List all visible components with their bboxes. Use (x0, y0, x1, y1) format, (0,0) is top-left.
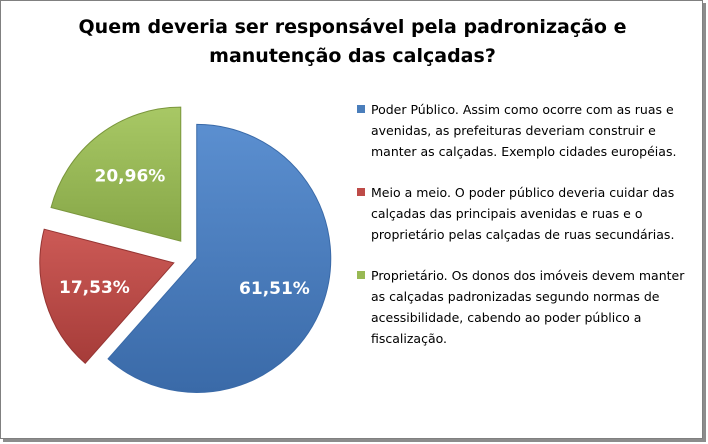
pie-data-labels: 61,51% 17,53% 20,96% (59, 166, 310, 298)
legend-item-meio-a-meio: Meio a meio. O poder público deveria cui… (357, 182, 687, 245)
pie-slice-poder-publico (107, 123, 332, 393)
legend-label-poder-publico: Poder Público. Assim como ocorre com as … (371, 102, 677, 159)
chart-title: Quem deveria ser responsável pela padron… (1, 13, 704, 71)
legend-swatch-poder-publico (357, 105, 365, 113)
legend-swatch-meio-a-meio (357, 188, 365, 196)
pie-slice-proprietario (50, 106, 182, 242)
data-label-meio-a-meio: 17,53% (59, 278, 130, 298)
data-label-proprietario: 20,96% (95, 166, 166, 186)
legend-item-proprietario: Proprietário. Os donos dos imóveis devem… (357, 265, 687, 349)
legend-swatch-proprietario (357, 271, 365, 279)
data-label-poder-publico: 61,51% (239, 279, 310, 299)
chart-title-line-2: manutenção das calçadas? (209, 45, 496, 67)
legend-item-poder-publico: Poder Público. Assim como ocorre com as … (357, 99, 687, 162)
legend: Poder Público. Assim como ocorre com as … (357, 99, 687, 369)
legend-label-meio-a-meio: Meio a meio. O poder público deveria cui… (371, 185, 675, 242)
chart-title-line-1: Quem deveria ser responsável pela padron… (78, 16, 627, 38)
pie-slice-meio-a-meio (39, 228, 175, 365)
pie-slices (39, 106, 332, 393)
legend-label-proprietario: Proprietário. Os donos dos imóveis devem… (371, 268, 685, 346)
